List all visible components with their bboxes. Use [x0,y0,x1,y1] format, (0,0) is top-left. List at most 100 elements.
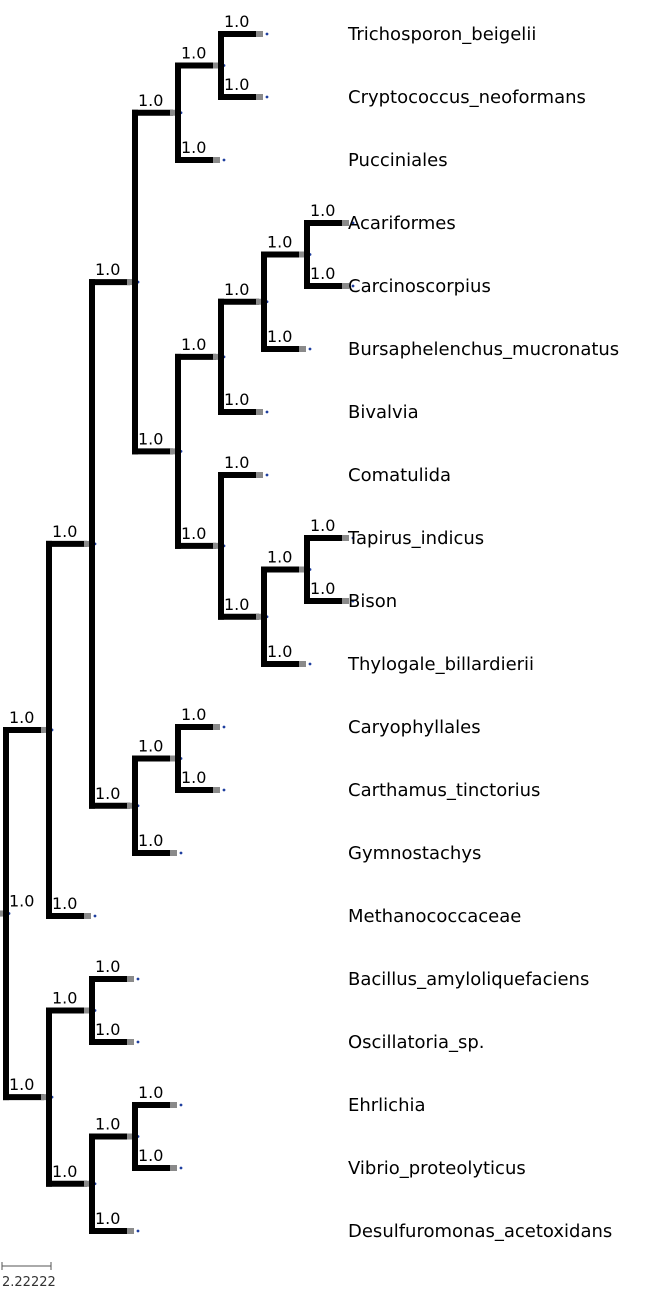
support-value-label: 1.0 [310,579,335,598]
branch-tail [170,1165,177,1171]
leaf-label: Caryophyllales [348,717,481,738]
branch-tail [127,1133,134,1140]
leaf-label: Cryptococcus_neoformans [348,87,586,108]
leaf-label: Trichosporon_beigelii [347,24,536,45]
node-dot [222,725,226,729]
branch-tail [170,1102,177,1108]
node-dot [351,536,355,540]
leaf-label: Tapirus_indicus [347,528,484,549]
support-value-label: 1.0 [224,280,249,299]
support-value-label: 1.0 [267,642,292,661]
branch-tail [299,346,306,352]
branch-tail [213,62,220,69]
support-value-label: 1.0 [95,957,120,976]
support-value-label: 1.0 [224,390,249,409]
leaf-label: Thylogale_billardierii [347,654,534,675]
leaf-label: Bison [348,591,397,612]
node-dot [265,473,269,477]
node-dot [136,1040,140,1044]
branch-tail [84,1007,91,1014]
support-value-label: 1.0 [267,548,292,567]
branch-tail [213,353,220,360]
node-dot [265,95,269,99]
node-dot [179,1103,183,1107]
support-value-label: 1.0 [181,335,206,354]
leaf-label: Carcinoscorpius [348,276,491,297]
support-value-label: 1.0 [138,1146,163,1165]
node-dot [308,662,312,666]
node-dot [179,1166,183,1170]
leaf-label: Ehrlichia [348,1095,426,1116]
scale-bar-label: 2.22222 [2,1275,56,1290]
branch-tail [342,220,349,226]
support-value-label: 1.0 [138,91,163,110]
support-value-label: 1.0 [52,522,77,541]
branch-tail [127,1228,134,1234]
support-value-label: 1.0 [138,1083,163,1102]
leaf-label: Acariformes [348,213,456,234]
branch-tail [299,661,306,667]
support-value-label: 1.0 [95,260,120,279]
node-dot [222,788,226,792]
branch-tail [256,298,263,305]
support-value-label: 1.0 [310,201,335,220]
leaf-label: Bivalvia [348,402,419,423]
branch-tail [213,157,220,163]
support-value-label: 1.0 [181,524,206,543]
branch-tail [127,976,134,982]
branch-tail [256,472,263,478]
branch-tail [41,726,48,733]
leaf-label: Carthamus_tinctorius [348,780,540,801]
leaf-label: Comatulida [348,465,451,486]
scale-bar: 2.22222 [1,1262,56,1290]
support-value-label: 1.0 [9,892,34,911]
branch-tail [170,448,177,455]
support-value-label: 1.0 [52,894,77,913]
support-value-label: 1.0 [9,708,34,727]
branch-tail [41,1094,48,1101]
branch-tail [0,910,5,917]
support-value-label: 1.0 [224,453,249,472]
branch-tail [127,279,134,286]
support-value-label: 1.0 [310,516,335,535]
support-value-label: 1.0 [138,737,163,756]
node-dot [179,851,183,855]
support-value-label: 1.0 [224,12,249,31]
branch-tail [299,251,306,258]
node-dot [308,347,312,351]
support-value-label: 1.0 [181,138,206,157]
node-dot [265,410,269,414]
support-value-label: 1.0 [52,989,77,1008]
support-value-label: 1.0 [95,1209,120,1228]
node-dot [351,221,355,225]
support-value-label: 1.0 [267,233,292,252]
leaf-label: Oscillatoria_sp. [348,1032,485,1053]
node-dot [222,158,226,162]
branch-tail [127,1039,134,1045]
node-dot [93,914,97,918]
support-value-label: 1.0 [224,75,249,94]
support-value-label: 1.0 [9,1075,34,1094]
branch-tail [84,540,91,547]
support-value-label: 1.0 [181,705,206,724]
support-value-label: 1.0 [95,1020,120,1039]
branch-tail [342,598,349,604]
support-value-label: 1.0 [181,768,206,787]
branch-tail [213,724,220,730]
support-value-label: 1.0 [181,44,206,63]
branch-tail [213,542,220,549]
leaf-label: Bacillus_amyloliquefaciens [348,969,589,990]
branch-tail [342,535,349,541]
tree-branches [0,31,355,1234]
branch-tail [84,913,91,919]
node-dot [351,599,355,603]
support-value-label: 1.0 [95,1115,120,1134]
branch-tail [299,566,306,573]
leaf-label: Vibrio_proteolyticus [348,1158,526,1179]
branch-tail [84,1180,91,1187]
support-value-label: 1.0 [310,264,335,283]
branch-tail [256,94,263,100]
support-value-label: 1.0 [138,831,163,850]
leaf-label: Desulfuromonas_acetoxidans [348,1221,612,1242]
